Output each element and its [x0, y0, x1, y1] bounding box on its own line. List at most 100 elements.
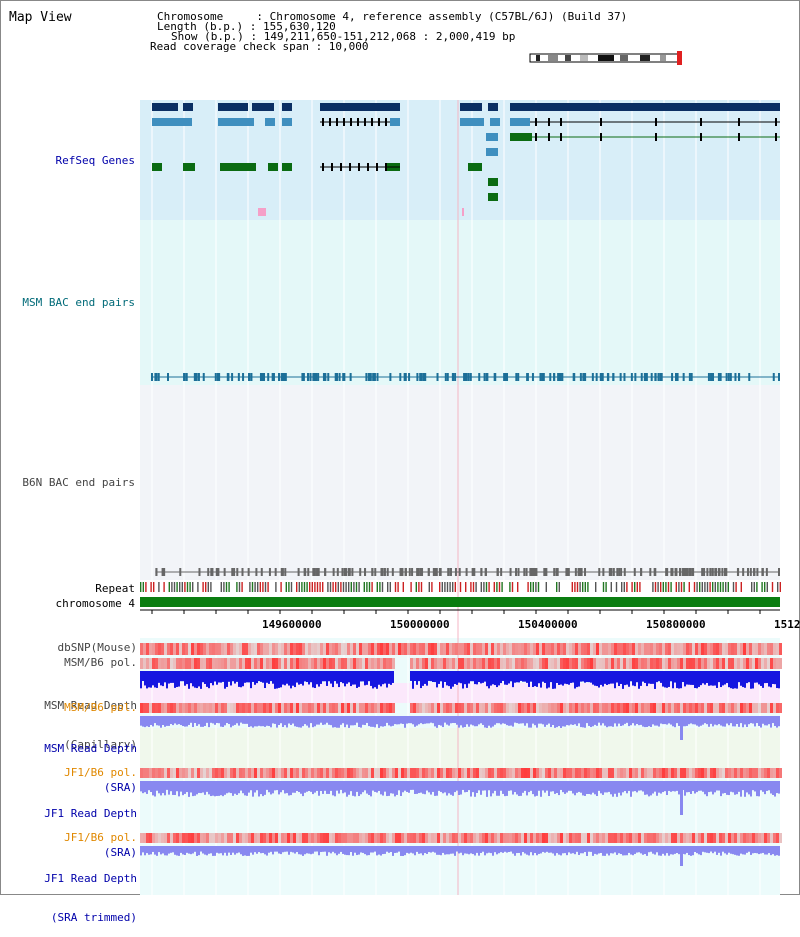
read-depth-bar	[720, 781, 722, 797]
read-depth-bar	[260, 846, 262, 854]
polymorphism-cell	[491, 833, 494, 843]
track-label-dbsnp[interactable]: dbSNP(Mouse)	[57, 641, 137, 654]
repeat-mark	[225, 582, 228, 592]
polymorphism-cell	[479, 833, 482, 843]
read-depth-bar	[406, 781, 408, 792]
genome-viewer-canvas[interactable]	[0, 0, 800, 895]
polymorphism-cell	[221, 643, 224, 655]
polymorphism-cell	[419, 833, 422, 843]
polymorphism-cell	[428, 643, 431, 655]
polymorphism-cell	[422, 658, 425, 669]
read-depth-bar	[732, 671, 734, 689]
track-label-jf1-read-depth-sra[interactable]: JF1 Read Depth (SRA)	[0, 781, 137, 872]
read-depth-bar	[306, 671, 308, 683]
exon	[322, 163, 324, 171]
track-label-jf1-read-depth-sra-trimmed[interactable]: JF1 Read Depth (SRA trimmed)	[0, 846, 137, 937]
read-depth-bar	[770, 846, 772, 856]
read-depth-bar	[740, 781, 742, 797]
polymorphism-cell	[641, 703, 644, 713]
read-depth-bar	[564, 716, 566, 727]
polymorphism-cell	[689, 833, 692, 843]
polymorphism-cell	[206, 833, 209, 843]
read-depth-bar	[188, 671, 190, 689]
read-depth-bar	[190, 671, 192, 684]
polymorphism-cell	[239, 703, 242, 713]
read-depth-bar	[554, 716, 556, 728]
polymorphism-cell	[257, 703, 260, 713]
polymorphism-cell	[275, 833, 278, 843]
read-depth-bar	[516, 781, 518, 795]
polymorphism-cell	[329, 643, 332, 655]
track-label-msm-read-depth-capillary[interactable]: MSM Read Depth (Capillary)	[0, 673, 137, 764]
read-depth-bar	[556, 846, 558, 854]
track-label-msm-bac-end-pairs[interactable]: MSM BAC end pairs	[22, 296, 135, 309]
polymorphism-cell	[764, 768, 767, 778]
polymorphism-cell	[200, 833, 203, 843]
read-depth-bar	[550, 846, 552, 853]
polymorphism-cell	[479, 703, 482, 713]
polymorphism-cell	[626, 768, 629, 778]
read-depth-bar	[516, 716, 518, 724]
track-label-msm-read-depth-sra[interactable]: MSM Read Depth (SRA)	[0, 716, 137, 807]
polymorphism-cell	[779, 833, 782, 843]
read-depth-bar	[364, 716, 366, 726]
read-depth-bar	[264, 671, 266, 689]
read-depth-bar	[730, 716, 732, 724]
polymorphism-cell	[629, 643, 632, 655]
read-depth-bar	[386, 671, 388, 688]
polymorphism-cell	[599, 658, 602, 669]
track-label-b6n-bac-end-pairs[interactable]: B6N BAC end pairs	[22, 476, 135, 489]
track-label-jf1-b6-pol[interactable]: JF1/B6 pol.	[64, 766, 137, 779]
polymorphism-cell	[698, 768, 701, 778]
polymorphism-cell	[623, 658, 626, 669]
read-depth-bar	[760, 671, 762, 686]
read-depth-bar	[778, 846, 780, 856]
read-depth-bar	[158, 846, 160, 853]
polymorphism-cell	[362, 643, 365, 655]
read-depth-bar	[486, 671, 488, 687]
track-label-repeat[interactable]: Repeat	[95, 582, 135, 595]
polymorphism-cell	[590, 833, 593, 843]
read-depth-bar	[708, 716, 710, 727]
polymorphism-cell	[257, 658, 260, 669]
polymorphism-cell	[230, 833, 233, 843]
read-depth-bar	[292, 671, 294, 686]
read-depth-bar	[370, 781, 372, 797]
read-depth-bar	[326, 781, 328, 794]
track-label-msm-b6-pol-2[interactable]: MSM/B6 pol.	[64, 701, 137, 714]
gene	[488, 178, 498, 186]
repeat-mark	[722, 582, 724, 592]
read-depth-bar	[376, 846, 378, 856]
polymorphism-cell	[719, 768, 722, 778]
read-depth-bar	[148, 716, 150, 728]
read-depth-bar	[748, 846, 750, 852]
polymorphism-cell	[776, 658, 779, 669]
polymorphism-cell	[377, 643, 380, 655]
read-depth-bar	[224, 671, 226, 689]
read-depth-bar	[526, 781, 528, 796]
read-depth-bar	[282, 846, 284, 853]
read-depth-bar	[340, 671, 342, 683]
polymorphism-cell	[365, 643, 368, 655]
read-depth-bar	[258, 846, 260, 853]
repeat-mark	[761, 582, 763, 592]
read-depth-bar	[386, 781, 388, 797]
track-label-jf1-b6-pol-2[interactable]: JF1/B6 pol.	[64, 831, 137, 844]
track-label-chromosome[interactable]: chromosome 4	[55, 597, 135, 610]
track-label-refseq-genes[interactable]: RefSeq Genes	[55, 154, 135, 167]
read-depth-bar	[302, 716, 304, 727]
read-depth-bar	[436, 716, 438, 728]
header-chromosome: Chromosome : Chromosome 4, reference ass…	[157, 10, 628, 23]
polymorphism-cell	[311, 643, 314, 655]
polymorphism-cell	[416, 833, 419, 843]
read-depth-bar	[562, 671, 564, 686]
read-depth-bar	[420, 716, 422, 724]
read-depth-bar	[316, 781, 318, 791]
polymorphism-cell	[488, 643, 491, 655]
read-depth-bar	[418, 716, 420, 725]
read-depth-bar	[692, 846, 694, 856]
polymorphism-cell	[548, 703, 551, 713]
polymorphism-cell	[284, 643, 287, 655]
track-label-msm-b6-pol[interactable]: MSM/B6 pol.	[64, 656, 137, 669]
read-depth-bar	[240, 846, 242, 855]
